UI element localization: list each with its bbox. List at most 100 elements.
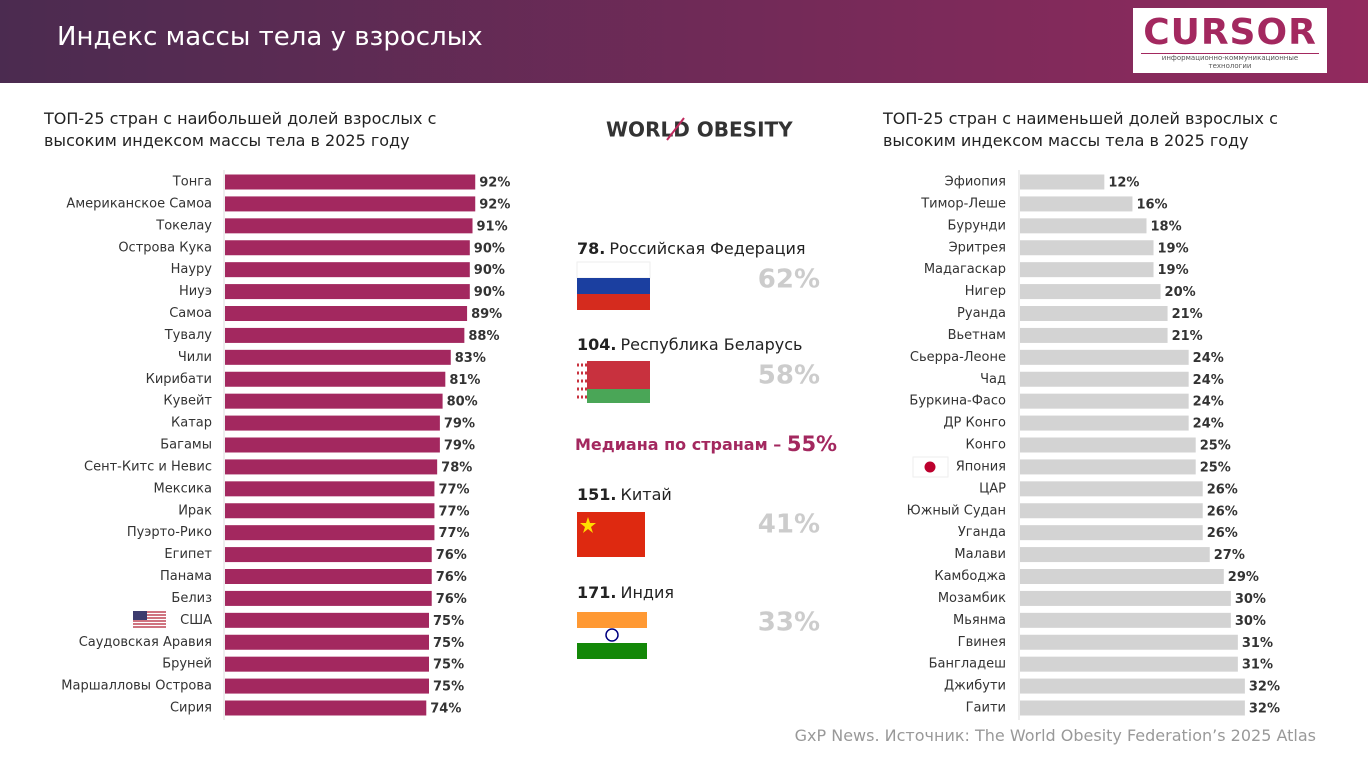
value-label: 75%: [433, 658, 464, 673]
flag-belarus: [577, 361, 650, 403]
category-label: Ирак: [178, 503, 212, 518]
category-label: Сьерра-Леоне: [910, 350, 1006, 365]
country-name: Республика Беларусь: [620, 335, 802, 354]
value-label: 29%: [1228, 570, 1259, 585]
category-label: Катар: [171, 416, 212, 431]
value-label: 76%: [436, 592, 467, 607]
category-label: Вьетнам: [948, 328, 1006, 343]
country-heading: 78. Российская Федерация: [577, 239, 806, 258]
logo-box: CURSOR информационно-коммуникационные те…: [1133, 8, 1327, 73]
bar: [1020, 393, 1189, 409]
bar: [1020, 656, 1238, 672]
category-label: Эфиопия: [945, 175, 1006, 190]
bar: [1020, 678, 1245, 694]
bar: [225, 503, 435, 519]
value-label: 18%: [1151, 219, 1182, 234]
value-label: 77%: [438, 526, 469, 541]
category-label: Бангладеш: [929, 657, 1006, 672]
bar: [225, 437, 440, 453]
category-label: Саудовская Аравия: [79, 635, 212, 650]
value-label: 81%: [449, 373, 480, 388]
value-label: 77%: [438, 482, 469, 497]
share: 58%: [758, 361, 820, 391]
value-label: 26%: [1207, 504, 1238, 519]
median-part: 55%: [787, 432, 837, 456]
value-label: 12%: [1108, 176, 1139, 191]
value-label: 21%: [1172, 329, 1203, 344]
median-part: Медиана по странам –: [575, 435, 787, 454]
bar: [1020, 415, 1189, 431]
bar: [225, 634, 429, 650]
bar: [1020, 612, 1231, 628]
value-label: 24%: [1193, 417, 1224, 432]
rank: 78.: [577, 239, 605, 258]
value-label: 90%: [474, 285, 505, 300]
category-label: Мьянма: [953, 613, 1006, 628]
value-label: 76%: [436, 570, 467, 585]
value-label: 89%: [471, 307, 502, 322]
logo-slash: [666, 117, 685, 141]
category-label: Египет: [164, 547, 212, 562]
value-label: 92%: [479, 176, 510, 191]
value-label: 30%: [1235, 592, 1266, 607]
value-label: 90%: [474, 241, 505, 256]
flag-japan: [912, 456, 949, 478]
value-label: 24%: [1193, 373, 1224, 388]
bar: [225, 590, 432, 606]
bar: [1020, 196, 1133, 212]
category-label: Пуэрто-Рико: [127, 525, 212, 540]
category-label: Маршалловы Острова: [61, 679, 212, 694]
wo-logo: WORLD OBESITY: [606, 118, 793, 142]
header-title: Индекс массы тела у взрослых: [57, 22, 483, 52]
bar: [1020, 503, 1203, 519]
category-label: Бруней: [162, 657, 212, 672]
value-label: 91%: [477, 219, 508, 234]
chart-title: ТОП-25 стран с наименьшей долей взрослых…: [883, 109, 1278, 150]
bar: [1020, 262, 1154, 278]
value-label: 19%: [1158, 263, 1189, 278]
bar: [225, 569, 432, 584]
bar: [225, 284, 470, 300]
category-label: Тонга: [172, 175, 212, 190]
bar: [225, 240, 470, 256]
category-label: Руанда: [957, 306, 1006, 321]
value-label: 31%: [1242, 636, 1273, 651]
value-label: 75%: [433, 680, 464, 695]
value-label: 32%: [1249, 680, 1280, 695]
category-label: Токелау: [155, 218, 212, 233]
category-label: Чили: [178, 350, 212, 365]
category-label: Япония: [956, 459, 1006, 474]
category-label: Южный Судан: [907, 503, 1006, 518]
category-label: Белиз: [171, 591, 212, 606]
bar: [1020, 349, 1189, 365]
value-label: 80%: [447, 395, 478, 410]
bar: [1020, 437, 1196, 453]
category-label: Эритрея: [949, 240, 1006, 255]
category-label: Джибути: [944, 679, 1006, 694]
category-label: США: [180, 613, 212, 628]
category-label: Мозамбик: [938, 591, 1006, 606]
value-label: 90%: [474, 263, 505, 278]
value-label: 19%: [1158, 241, 1189, 256]
category-label: Уганда: [958, 525, 1006, 540]
bar: [1020, 284, 1161, 300]
value-label: 16%: [1136, 197, 1167, 212]
category-label: ДР Конго: [943, 416, 1006, 431]
category-label: Тувалу: [164, 328, 213, 343]
value-label: 88%: [468, 329, 499, 344]
bar: [1020, 306, 1168, 321]
bar: [225, 612, 429, 628]
share: 41%: [758, 510, 820, 540]
category-label: Самоа: [169, 306, 212, 321]
bar: [225, 393, 443, 409]
category-label: Острова Кука: [118, 240, 212, 255]
category-label: Чад: [980, 372, 1006, 387]
category-label: Мадагаскар: [924, 262, 1006, 277]
bar: [225, 349, 451, 365]
value-label: 92%: [479, 197, 510, 212]
bar: [225, 306, 468, 321]
value-label: 24%: [1193, 395, 1224, 410]
country-heading: 171. Индия: [577, 583, 674, 602]
bar: [225, 656, 429, 672]
